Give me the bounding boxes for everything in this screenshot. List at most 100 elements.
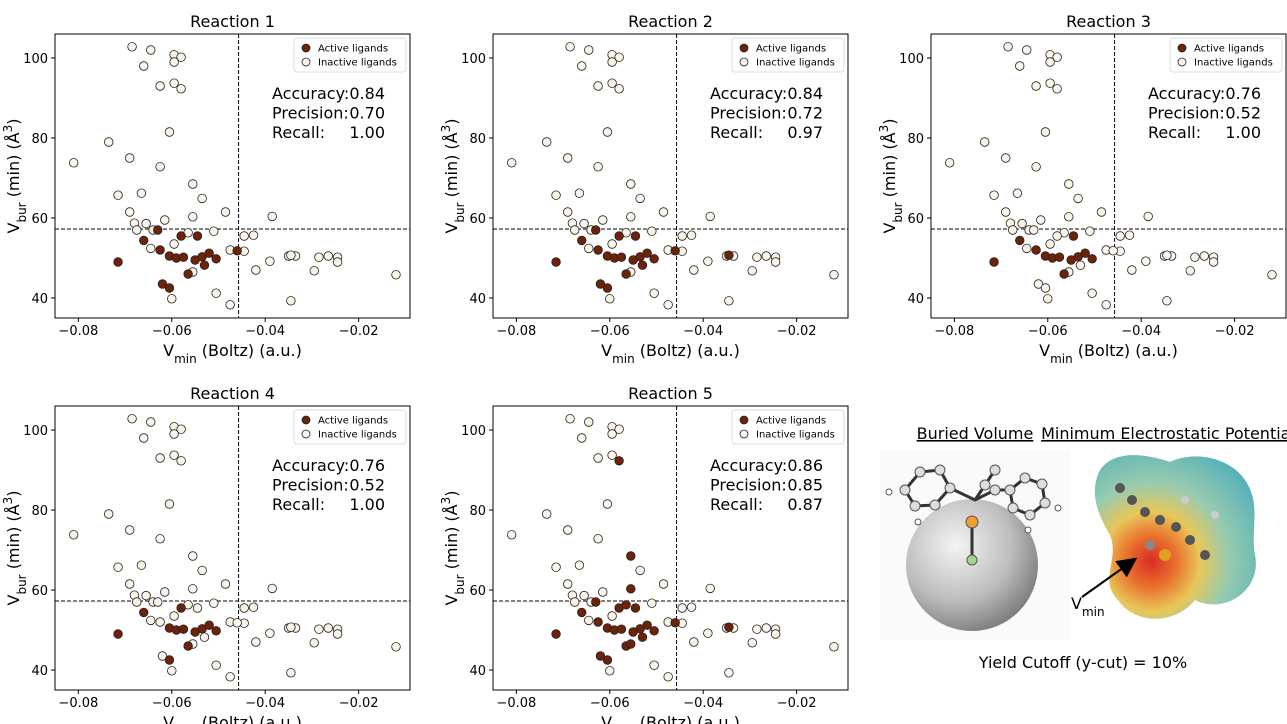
label-part: ) — [442, 118, 461, 124]
data-point — [649, 626, 659, 636]
label-part: bur — [453, 574, 467, 594]
x-axis-label: Vmin (Boltz) (a.u.) — [1039, 341, 1178, 366]
data-point — [670, 618, 680, 628]
data-point — [141, 590, 151, 601]
legend-marker — [301, 43, 311, 53]
data-point — [605, 666, 615, 676]
data-point — [146, 615, 156, 626]
data-point — [176, 603, 186, 613]
legend-marker — [739, 43, 749, 53]
data-point — [1108, 246, 1118, 256]
metric-label: Precision: — [710, 476, 787, 495]
data-point — [167, 294, 177, 304]
data-point — [1036, 215, 1046, 225]
label-part: (Boltz) (a.u.) — [197, 341, 302, 360]
x-tick-label: −0.06 — [152, 696, 192, 711]
data-point — [139, 61, 149, 71]
x-tick-label: −0.06 — [590, 324, 630, 339]
data-point — [1064, 212, 1074, 222]
data-point — [136, 560, 147, 570]
data-point — [635, 193, 645, 204]
data-point — [1040, 283, 1051, 293]
data-point — [626, 639, 636, 649]
x-tick-label: −0.04 — [245, 696, 285, 711]
y-axis-label: Vbur (min) (Å3) — [439, 118, 467, 233]
data-point — [616, 624, 627, 634]
data-point — [164, 499, 175, 509]
label-part: bur — [15, 202, 29, 222]
data-point — [248, 602, 259, 612]
data-point — [127, 414, 137, 424]
data-point — [595, 651, 606, 661]
data-point — [188, 551, 198, 561]
data-point — [1015, 235, 1025, 246]
data-point — [614, 52, 624, 62]
data-point — [113, 629, 123, 639]
metric-label: Recall: — [710, 123, 763, 142]
label-part: min — [612, 352, 635, 366]
data-point — [248, 230, 259, 240]
data-point — [251, 637, 261, 647]
label-part: V — [4, 595, 23, 606]
data-point — [574, 560, 585, 570]
legend-marker — [301, 415, 311, 425]
data-point — [677, 603, 687, 613]
label-part: (min) (Å — [880, 132, 899, 202]
data-point — [686, 602, 697, 612]
data-point — [989, 190, 999, 200]
data-point — [637, 632, 648, 642]
legend-label: Inactive ligands — [318, 58, 397, 69]
metric-label: Precision: — [272, 476, 349, 495]
data-point — [1101, 300, 1111, 310]
x-tick-label: −0.04 — [683, 696, 723, 711]
data-point — [1096, 207, 1107, 217]
data-point — [689, 265, 699, 275]
panel: Reaction 1 −0.08 −0.06 −0.04 −0.02 40 60 80 100 V… — [1, 12, 411, 366]
metric-value: 0.76 — [1225, 84, 1261, 103]
legend-marker — [1177, 43, 1187, 53]
metric-value: 0.86 — [787, 456, 823, 475]
metric-value: 1.00 — [349, 123, 385, 142]
data-point — [1185, 266, 1195, 276]
data-point — [232, 246, 242, 256]
data-point — [752, 624, 762, 634]
data-point — [565, 42, 575, 52]
y-tick-label: 60 — [907, 212, 924, 227]
data-point — [132, 225, 142, 235]
data-point — [209, 598, 219, 608]
data-point — [980, 137, 990, 147]
y-tick-label: 80 — [469, 504, 486, 519]
x-tick-label: −0.08 — [934, 324, 974, 339]
data-point — [563, 525, 573, 535]
data-point — [626, 551, 636, 561]
data-point — [146, 45, 156, 55]
data-point — [649, 660, 659, 670]
metric-label: Precision: — [272, 104, 349, 123]
x-tick-label: −0.06 — [1028, 324, 1068, 339]
data-point — [607, 78, 617, 88]
data-point — [153, 597, 163, 607]
label-part: ) — [4, 118, 23, 124]
data-point — [593, 453, 603, 463]
legend-label: Inactive ligands — [756, 430, 835, 441]
x-tick-label: −0.02 — [339, 696, 379, 711]
y-axis-label: Vbur (min) (Å3) — [877, 118, 905, 233]
data-point — [239, 603, 249, 613]
data-point — [579, 218, 589, 229]
data-point — [1008, 225, 1018, 235]
data-point — [770, 629, 781, 639]
data-point — [211, 254, 221, 264]
plot-area — [54, 33, 411, 319]
y-tick-label: 100 — [461, 52, 486, 67]
data-point — [155, 81, 165, 91]
data-point — [577, 607, 587, 618]
data-point — [155, 534, 165, 544]
data-point — [155, 453, 165, 463]
y-tick-label: 80 — [31, 504, 48, 519]
data-point — [232, 618, 242, 628]
data-point — [621, 269, 631, 279]
data-point — [563, 207, 573, 217]
y-tick-label: 100 — [23, 424, 48, 439]
metric-label: Accuracy: — [272, 456, 349, 475]
data-point — [605, 294, 615, 304]
